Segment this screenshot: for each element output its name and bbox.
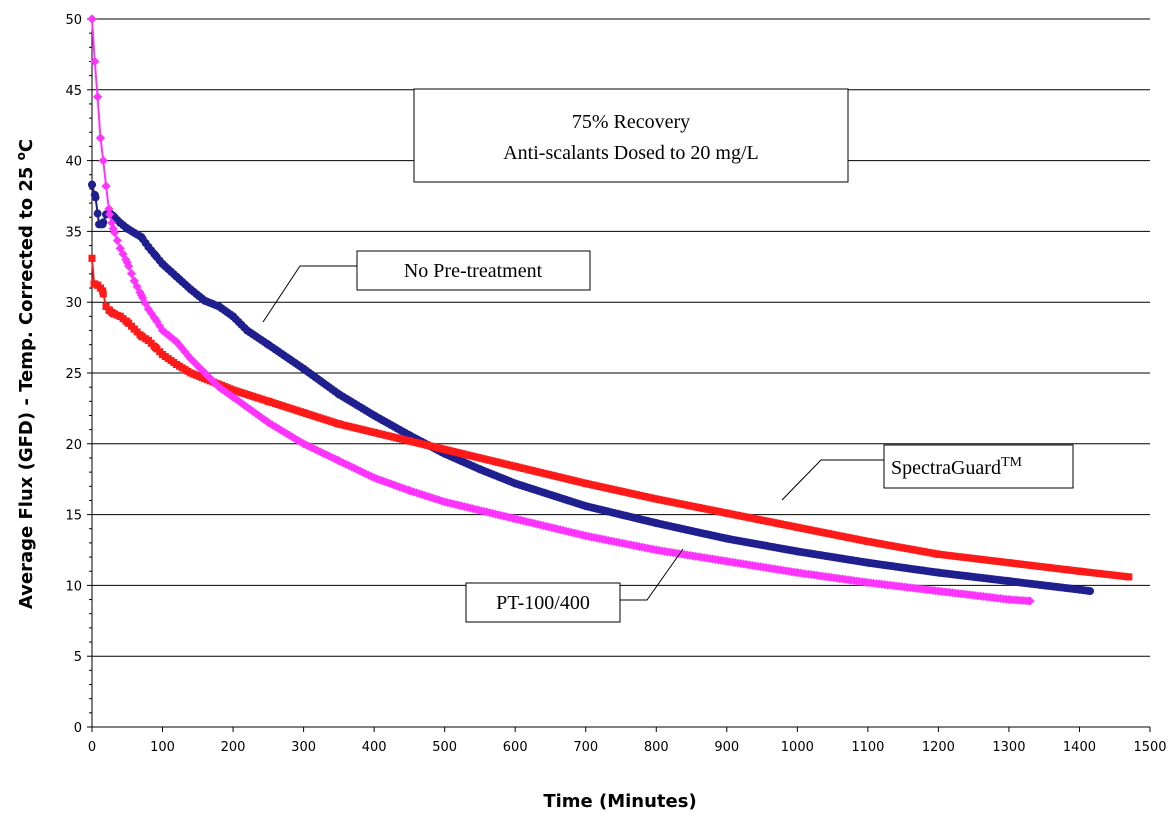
annotation-box: 75% Recovery Anti-scalants Dosed to 20 m… [413,88,849,183]
callout-leader-spectraguard [781,459,884,501]
x-tick-label: 700 [573,740,598,755]
y-axis-title: Average Flux (GFD) - Temp. Corrected to … [14,139,37,609]
data-point [99,290,107,298]
x-tick-label: 1400 [1063,740,1096,755]
data-point [87,14,97,24]
annotation-line-1: 75% Recovery [572,111,690,133]
series-2 [87,14,1035,606]
data-point [101,181,111,191]
x-tick-label: 0 [88,740,96,755]
callout-pt100: PT-100/400 [465,548,684,623]
x-tick-label: 1000 [781,740,814,755]
data-point [93,209,102,218]
data-point [248,406,258,416]
y-ticks: 0 5 10 15 20 25 30 35 40 45 50 [65,13,92,736]
y-axis-title-main: Average Flux (GFD) - Temp. Corrected to … [16,160,37,609]
y-tick-label: 10 [65,579,82,594]
y-axis-title-unit: C [16,139,37,152]
y-axis-title-degree: o [14,152,28,160]
data-point [90,56,100,66]
y-tick-label: 40 [65,155,82,170]
callout-spectraguard: SpectraGuardTM [781,444,1074,501]
data-point [1024,596,1034,606]
x-tick-label: 600 [503,740,528,755]
y-tick-label: 35 [65,225,82,240]
x-tick-label: 1500 [1133,740,1166,755]
y-tick-label: 15 [65,509,82,524]
annotation-line-2: Anti-scalants Dosed to 20 mg/L [503,142,759,164]
data-point [95,133,105,143]
callout-box-pt100 [465,582,621,623]
data-point [99,218,108,227]
callout-label-pt100: PT-100/400 [496,592,590,614]
y-tick-label: 50 [65,13,82,28]
callout-no-pretreatment: No Pre-treatment [262,250,591,323]
annotation-box-frame [413,88,849,183]
x-axis-title: Time (Minutes) [543,791,696,812]
data-point [110,228,120,238]
y-tick-label: 0 [74,721,82,736]
y-tick-label: 5 [74,650,82,665]
data-point [107,218,117,228]
series-1 [88,254,1133,581]
series-layer [87,14,1133,606]
x-tick-label: 200 [221,740,246,755]
y-tick-label: 25 [65,367,82,382]
x-tick-label: 1200 [922,740,955,755]
x-tick-label: 1300 [992,740,1025,755]
data-point [121,255,131,265]
data-point [96,284,104,292]
callout-label-no-pretreatment: No Pre-treatment [404,260,543,282]
x-tick-label: 900 [714,740,739,755]
x-tick-label: 400 [362,740,387,755]
callout-label-spectraguard-main: SpectraGuard [891,457,1001,479]
callout-leader-no-pretreatment [262,265,357,323]
data-point [88,254,96,262]
y-tick-label: 45 [65,84,82,99]
x-tick-label: 300 [291,740,316,755]
data-point [124,261,134,271]
data-point [112,235,122,245]
callout-leader-pt100 [620,548,684,601]
data-point [1123,573,1131,581]
callout-label-spectraguard-tm: TM [1001,455,1023,470]
series-line [91,258,1129,578]
x-tick-label: 500 [432,740,457,755]
y-tick-label: 20 [65,438,82,453]
data-point [126,269,136,279]
callout-label-spectraguard: SpectraGuardTM [891,455,1023,479]
x-tick-label: 1100 [851,740,884,755]
data-point [90,190,99,199]
data-point [1083,586,1092,595]
x-tick-label: 800 [644,740,669,755]
callout-box-spectraguard [883,444,1074,489]
series-0 [88,180,1095,596]
y-tick-label: 30 [65,296,82,311]
series-line [91,184,1091,593]
x-tick-label: 100 [150,740,175,755]
data-point [93,92,103,102]
data-point [88,180,96,189]
data-point [105,209,115,219]
data-point [104,204,114,214]
callout-box-no-pretreatment [356,250,591,291]
x-ticks: 0 100 200 300 400 500 600 700 800 900 1000 1100 1200… [88,727,1167,755]
data-point [98,156,108,166]
